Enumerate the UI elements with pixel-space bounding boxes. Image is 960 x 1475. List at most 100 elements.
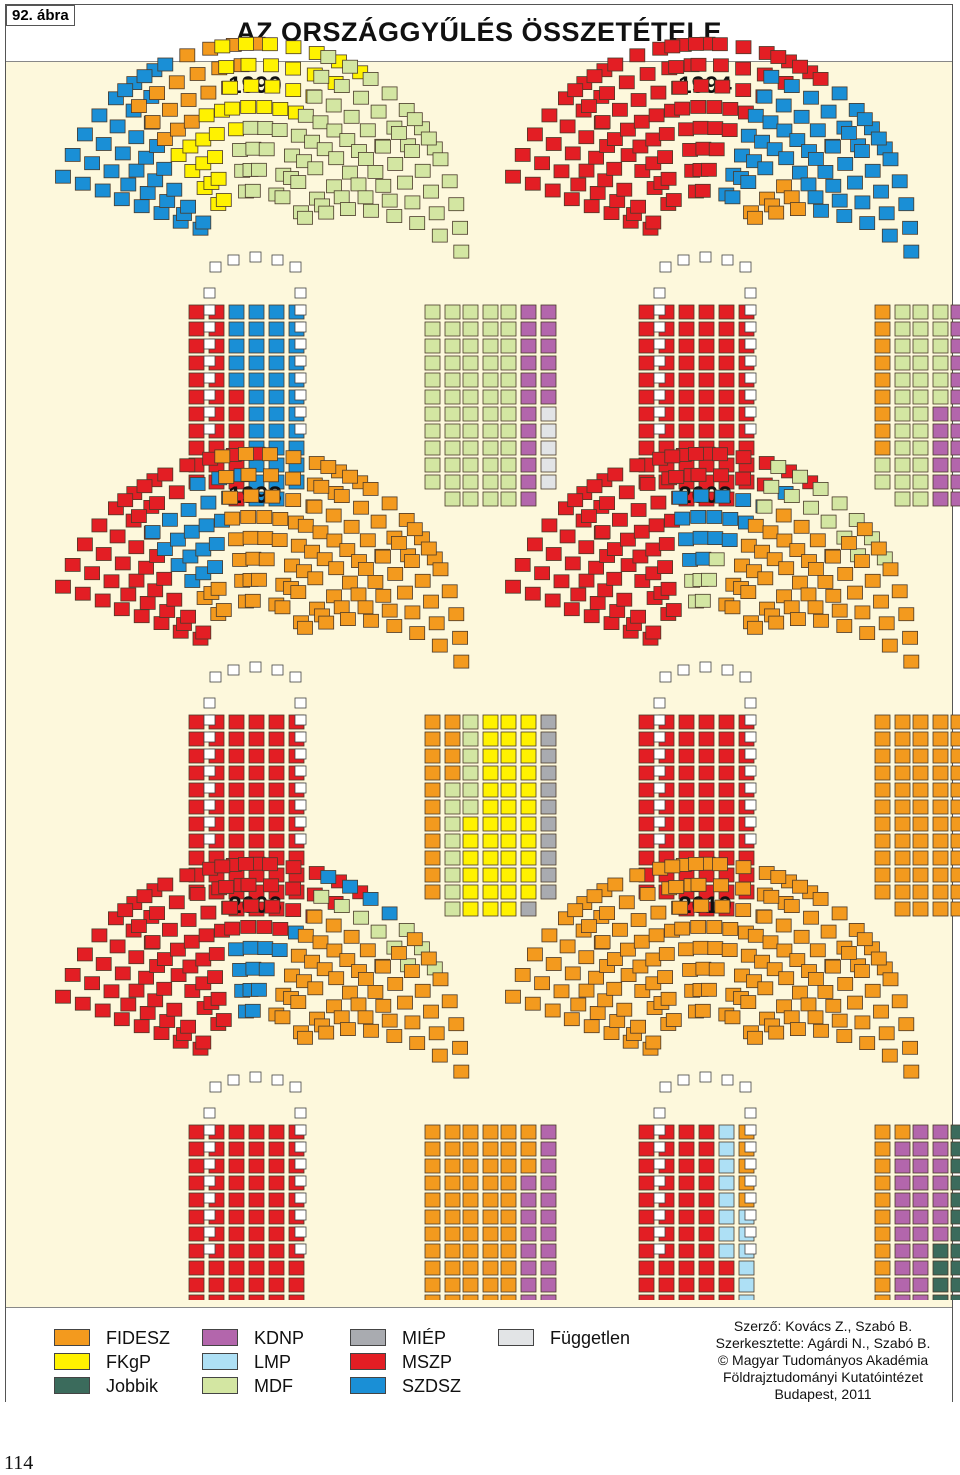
seat <box>600 907 615 920</box>
seat <box>723 102 738 115</box>
seat <box>249 322 264 336</box>
seat <box>129 574 144 587</box>
seat <box>445 885 460 899</box>
seat <box>424 1005 439 1018</box>
seat <box>892 585 907 598</box>
seat <box>115 557 130 570</box>
government-seat <box>654 1108 665 1118</box>
government-seat <box>204 1193 215 1203</box>
seat <box>875 1125 890 1139</box>
seat <box>229 1278 244 1292</box>
seat <box>895 800 910 814</box>
seat <box>895 766 910 780</box>
seat <box>640 478 655 491</box>
seat <box>229 424 244 438</box>
government-seat <box>654 407 665 417</box>
seat <box>679 715 694 729</box>
seat <box>463 356 478 370</box>
seat <box>875 1210 890 1224</box>
seat <box>541 783 556 797</box>
government-seat <box>290 672 301 682</box>
seat <box>344 520 359 533</box>
seat <box>229 1227 244 1241</box>
seat <box>542 929 557 942</box>
seat <box>661 582 676 595</box>
seat <box>371 515 386 528</box>
seat <box>189 390 204 404</box>
seat <box>801 178 816 191</box>
government-seat <box>654 288 665 298</box>
seat <box>695 184 710 197</box>
seat <box>129 164 144 177</box>
legend: FIDESZ FKgP Jobbik KDNP LMP MDF MIÉP MS <box>6 1307 952 1402</box>
seat <box>169 896 184 909</box>
seat <box>895 1295 910 1300</box>
seat <box>639 1227 654 1241</box>
seat <box>382 497 397 510</box>
seat <box>269 1295 284 1300</box>
government-seat <box>210 672 221 682</box>
seat <box>501 458 516 472</box>
seat <box>358 562 373 575</box>
seat <box>229 1125 244 1139</box>
seat <box>167 593 182 606</box>
seat <box>344 930 359 943</box>
seat <box>933 1159 948 1173</box>
seat <box>793 880 808 893</box>
seat <box>463 305 478 319</box>
seat <box>708 532 723 545</box>
seat <box>776 919 791 932</box>
government-seat <box>745 800 756 810</box>
seat <box>157 162 172 175</box>
seat <box>560 940 575 953</box>
government-seat <box>210 1082 221 1092</box>
seat <box>189 834 204 848</box>
seat <box>719 1227 734 1241</box>
seat <box>257 511 272 524</box>
seat <box>85 977 100 990</box>
seat <box>501 1227 516 1241</box>
seat <box>445 407 460 421</box>
seat <box>371 105 386 118</box>
seat <box>208 971 223 984</box>
seat <box>579 541 594 554</box>
seat <box>269 817 284 831</box>
seat <box>542 109 557 122</box>
seat <box>269 1176 284 1190</box>
seat <box>933 902 948 916</box>
seat <box>848 996 863 1009</box>
seat <box>229 123 244 136</box>
seat <box>229 533 244 546</box>
seat <box>201 906 216 919</box>
seat <box>196 543 211 556</box>
seat <box>199 519 214 532</box>
seat <box>719 1125 734 1139</box>
seat <box>691 58 706 71</box>
seat <box>679 1210 694 1224</box>
government-seat <box>295 288 306 298</box>
government-seat <box>204 766 215 776</box>
legend-label: MDF <box>254 1376 293 1397</box>
seat <box>425 1227 440 1241</box>
seat <box>707 921 722 934</box>
seat <box>679 1176 694 1190</box>
government-seat <box>204 373 215 383</box>
seat <box>541 1142 556 1156</box>
seat <box>712 38 727 51</box>
seat <box>875 1261 890 1275</box>
seat <box>364 614 379 627</box>
seat <box>699 424 714 438</box>
seat <box>354 501 369 514</box>
seat <box>229 817 244 831</box>
seat <box>748 621 763 634</box>
seat <box>646 543 661 556</box>
seat <box>895 732 910 746</box>
seat <box>875 851 890 865</box>
seat <box>229 1244 244 1258</box>
government-seat <box>745 305 756 315</box>
seat <box>895 322 910 336</box>
seat <box>167 1003 182 1016</box>
seat <box>501 1244 516 1258</box>
seat <box>219 471 234 484</box>
seat <box>913 1193 928 1207</box>
